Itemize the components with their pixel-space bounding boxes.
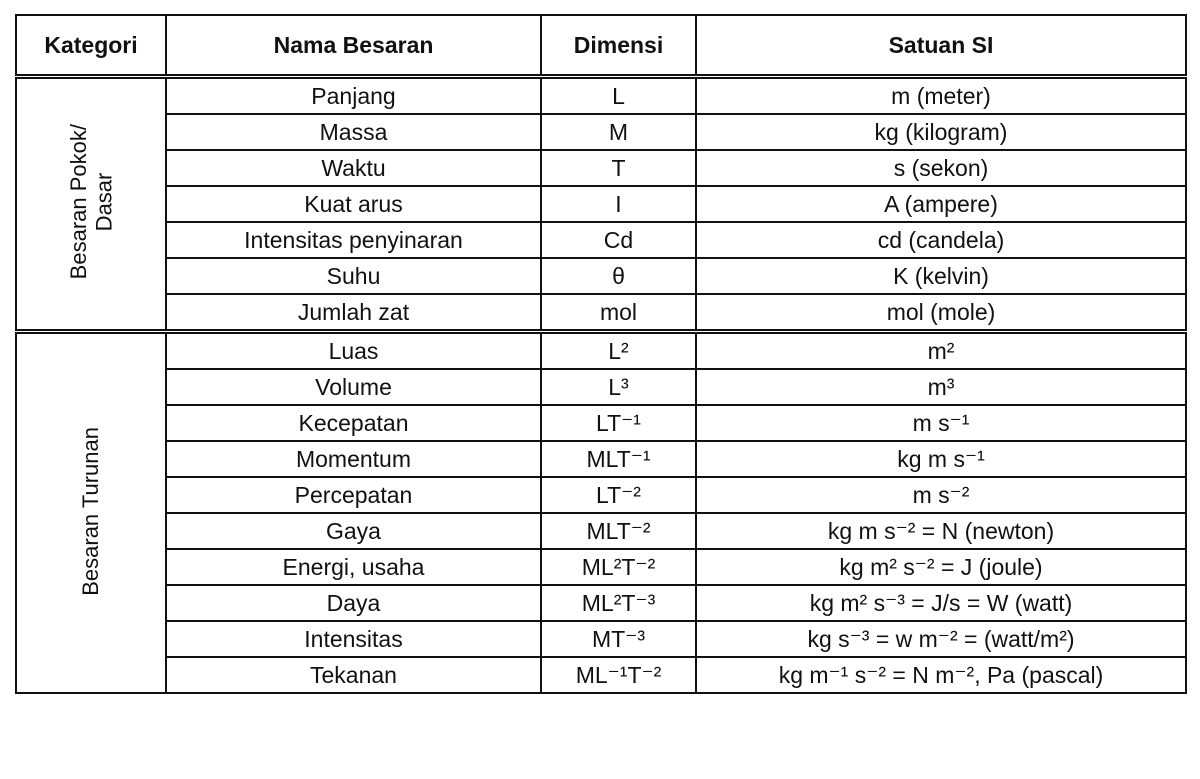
quantity-name-cell: Gaya	[165, 512, 542, 550]
header-nama-besaran: Nama Besaran	[165, 14, 542, 79]
table-row: Kecepatan LT⁻¹ m s⁻¹	[16, 404, 1187, 442]
table-row: Suhu θ K (kelvin)	[16, 257, 1187, 295]
header-dimensi: Dimensi	[540, 14, 697, 79]
dimension-cell: L	[540, 74, 697, 115]
table-row: Kuat arus I A (ampere)	[16, 185, 1187, 223]
si-unit-cell: cd (candela)	[695, 221, 1187, 259]
quantity-name-cell: Tekanan	[165, 656, 542, 694]
si-unit-cell: m³	[695, 368, 1187, 406]
physical-quantities-table: Kategori Nama Besaran Dimensi Satuan SI …	[15, 14, 1187, 694]
quantity-name-cell: Panjang	[165, 74, 542, 115]
dimension-cell: mol	[540, 293, 697, 333]
quantity-name-cell: Energi, usaha	[165, 548, 542, 586]
dimension-cell: MT⁻³	[540, 620, 697, 658]
dimension-cell: L³	[540, 368, 697, 406]
dimension-cell: ML⁻¹T⁻²	[540, 656, 697, 694]
quantity-name-cell: Kecepatan	[165, 404, 542, 442]
si-unit-cell: kg m² s⁻³ = J/s = W (watt)	[695, 584, 1187, 622]
table-row: Percepatan LT⁻² m s⁻²	[16, 476, 1187, 514]
si-unit-cell: A (ampere)	[695, 185, 1187, 223]
table-row: Tekanan ML⁻¹T⁻² kg m⁻¹ s⁻² = N m⁻², Pa (pa…	[16, 656, 1187, 694]
si-unit-cell: kg m s⁻¹	[695, 440, 1187, 478]
dimension-cell: L²	[540, 329, 697, 370]
si-unit-cell: m s⁻¹	[695, 404, 1187, 442]
quantity-name-cell: Daya	[165, 584, 542, 622]
dimension-cell: ML²T⁻²	[540, 548, 697, 586]
dimension-cell: LT⁻¹	[540, 404, 697, 442]
header-satuan-si: Satuan SI	[695, 14, 1187, 79]
quantity-name-cell: Momentum	[165, 440, 542, 478]
dimension-cell: M	[540, 113, 697, 151]
si-unit-cell: kg m² s⁻² = J (joule)	[695, 548, 1187, 586]
quantity-name-cell: Suhu	[165, 257, 542, 295]
table-row: Intensitas penyinaran Cd cd (candela)	[16, 221, 1187, 259]
quantity-name-cell: Massa	[165, 113, 542, 151]
quantity-name-cell: Kuat arus	[165, 185, 542, 223]
table-row: Gaya MLT⁻² kg m s⁻² = N (newton)	[16, 512, 1187, 550]
dimension-cell: I	[540, 185, 697, 223]
quantity-name-cell: Jumlah zat	[165, 293, 542, 333]
dimension-cell: MLT⁻²	[540, 512, 697, 550]
si-unit-cell: kg m⁻¹ s⁻² = N m⁻², Pa (pascal)	[695, 656, 1187, 694]
si-unit-cell: mol (mole)	[695, 293, 1187, 333]
header-row: Kategori Nama Besaran Dimensi Satuan SI	[15, 14, 1187, 79]
si-unit-cell: m s⁻²	[695, 476, 1187, 514]
table-row: Besaran Turunan Luas L² m²	[15, 329, 1187, 694]
table-row: Momentum MLT⁻¹ kg m s⁻¹	[16, 440, 1187, 478]
si-unit-cell: m (meter)	[695, 74, 1187, 115]
table-row: Jumlah zat mol mol (mole)	[16, 293, 1187, 333]
dimension-cell: ML²T⁻³	[540, 584, 697, 622]
dimension-cell: Cd	[540, 221, 697, 259]
si-unit-cell: m²	[695, 329, 1187, 370]
category-cell: Besaran Turunan	[15, 329, 167, 694]
table-row: Intensitas MT⁻³ kg s⁻³ = w m⁻² = (watt/m²)	[16, 620, 1187, 658]
quantity-name-cell: Intensitas	[165, 620, 542, 658]
dimension-cell: MLT⁻¹	[540, 440, 697, 478]
quantity-name-cell: Volume	[165, 368, 542, 406]
si-unit-cell: s (sekon)	[695, 149, 1187, 187]
si-unit-cell: kg (kilogram)	[695, 113, 1187, 151]
table-row: Volume L³ m³	[16, 368, 1187, 406]
table-row: Energi, usaha ML²T⁻² kg m² s⁻² = J (joule)	[16, 548, 1187, 586]
quantity-name-cell: Intensitas penyinaran	[165, 221, 542, 259]
header-kategori: Kategori	[15, 14, 167, 79]
table-row: Daya ML²T⁻³ kg m² s⁻³ = J/s = W (watt)	[16, 584, 1187, 622]
si-unit-cell: kg m s⁻² = N (newton)	[695, 512, 1187, 550]
quantity-name-cell: Waktu	[165, 149, 542, 187]
quantity-name-cell: Luas	[165, 329, 542, 370]
category-label: Besaran Turunan	[78, 426, 104, 596]
dimension-cell: θ	[540, 257, 697, 295]
category-cell: Besaran Pokok/ Dasar	[15, 74, 167, 333]
si-unit-cell: kg s⁻³ = w m⁻² = (watt/m²)	[695, 620, 1187, 658]
category-label: Besaran Pokok/ Dasar	[65, 124, 116, 280]
si-unit-cell: K (kelvin)	[695, 257, 1187, 295]
dimension-cell: T	[540, 149, 697, 187]
dimension-cell: LT⁻²	[540, 476, 697, 514]
quantity-name-cell: Percepatan	[165, 476, 542, 514]
